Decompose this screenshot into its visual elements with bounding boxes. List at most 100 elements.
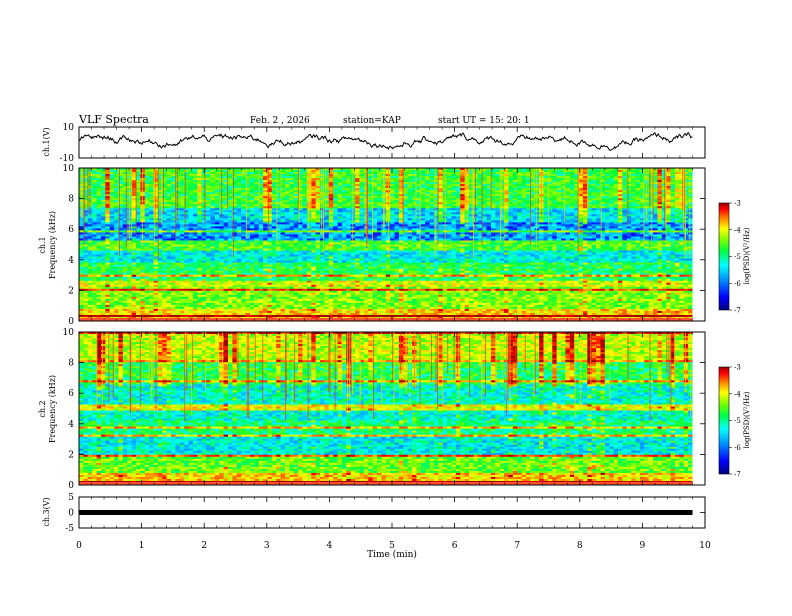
spectrogram-cell [267, 190, 273, 193]
spectrogram-cell [679, 232, 685, 236]
spectrogram-cell [517, 224, 523, 227]
spectrogram-cell [574, 228, 580, 231]
spectrogram-cell [197, 218, 203, 221]
spectrogram-cell [617, 200, 623, 203]
spectrogram-cell [333, 180, 339, 183]
spectrogram-cell [219, 228, 225, 231]
spectrogram-cell [512, 208, 518, 211]
spectrogram-cell [561, 218, 566, 221]
spectrogram-cell [394, 186, 400, 189]
spectrogram-cell [166, 196, 172, 199]
spectrogram-cell [254, 180, 260, 183]
spectrogram-cell [556, 216, 562, 219]
spectrogram-cell [578, 234, 584, 238]
spectrogram-cell [122, 168, 128, 171]
spectrogram-cell [609, 180, 615, 183]
spectrogram-cell [206, 212, 212, 215]
spectrogram-cell [425, 176, 431, 179]
spectrogram-cell [574, 168, 580, 171]
spectrogram-cell [114, 218, 120, 221]
spectrogram-cell [398, 214, 404, 217]
spectrogram-cell [381, 238, 387, 242]
spectrogram-cell [135, 196, 141, 199]
spectrogram-cell [679, 172, 685, 175]
spectrogram-cell [346, 226, 352, 229]
spectrogram-cell [149, 174, 155, 177]
spectrogram-cell [100, 182, 106, 185]
spectrogram-cell [337, 222, 343, 225]
spectrogram-cell [504, 232, 510, 236]
spectrogram-cell [184, 176, 190, 179]
spectrogram-cell [508, 198, 514, 201]
spectrogram-cell [666, 196, 672, 199]
spectrogram-cell [569, 206, 575, 209]
spectrogram-cell [556, 218, 562, 221]
spectrogram-cell [600, 200, 606, 203]
spectrogram-cell [561, 170, 566, 173]
spectrogram-cell [398, 176, 404, 179]
spectrogram-cell [355, 212, 361, 215]
spectrogram-cell [482, 186, 488, 189]
spectrogram-cell [604, 206, 610, 209]
spectrogram-cell [490, 172, 496, 175]
spectrogram-cell [438, 236, 444, 240]
spectrogram-cell [666, 200, 672, 203]
spectrogram-cell [552, 190, 558, 193]
spectrogram-cell [372, 204, 378, 207]
spectrogram-cell [333, 186, 339, 189]
spectrogram-cell [214, 196, 220, 199]
spectrogram-cell [525, 226, 531, 229]
spectrogram-cell [298, 238, 304, 242]
spectrogram-cell [582, 216, 588, 219]
spectrogram-cell [289, 232, 295, 236]
spectrogram-cell [648, 194, 654, 197]
spectrogram-cell [412, 236, 418, 240]
spectrogram-cell [565, 230, 571, 234]
spectrogram-cell [241, 236, 247, 240]
spectrogram-cell [324, 210, 330, 213]
spectrogram-cell [166, 190, 172, 193]
spectrogram-cell [267, 180, 273, 183]
spectrogram-cell [337, 230, 343, 234]
spectrogram-cell [547, 192, 553, 195]
spectrogram-cell [280, 224, 286, 227]
spectrogram-cell [596, 220, 602, 223]
spectrogram-cell [254, 178, 260, 181]
spectrogram-cell [477, 168, 483, 171]
spectrogram-cell [166, 230, 172, 234]
spectrogram-cell [320, 238, 325, 242]
spectrogram-cell [241, 220, 247, 223]
spectrogram-cell [280, 182, 286, 185]
spectrogram-cell [688, 218, 694, 221]
spectrogram-cell [368, 208, 374, 211]
spectrogram-cell [679, 222, 685, 225]
spectrogram-cell [525, 188, 531, 191]
spectrogram-cell [530, 208, 536, 211]
spectrogram-cell [298, 202, 304, 205]
spectrogram-cell [206, 234, 212, 238]
spectrogram-cell [179, 172, 185, 175]
spectrogram-cell [530, 190, 536, 193]
spectrogram-cell [490, 200, 496, 203]
spectrogram-cell [96, 168, 102, 171]
spectrogram-cell [591, 182, 597, 185]
spectrogram-cell [320, 186, 325, 189]
spectrogram-cell [144, 184, 150, 187]
spectrogram-cell [206, 192, 212, 195]
spectrogram-cell [96, 218, 102, 221]
spectrogram-cell [179, 208, 185, 211]
spectrogram-cell [455, 178, 461, 181]
spectrogram-cell [390, 170, 396, 173]
spectrogram-cell [578, 174, 584, 177]
spectrogram-cell [109, 194, 115, 197]
spectrogram-cell [83, 230, 89, 234]
spectrogram-cell [263, 178, 269, 181]
spectrogram-cell [166, 186, 172, 189]
spectrogram-cell [578, 226, 584, 229]
spectrogram-cell [192, 180, 198, 183]
spectrogram-cell [153, 178, 159, 181]
spectrogram-cell [328, 228, 334, 231]
spectrogram-cell [96, 238, 102, 242]
spectrogram-cell [376, 226, 382, 229]
spectrogram-cell [359, 190, 365, 193]
